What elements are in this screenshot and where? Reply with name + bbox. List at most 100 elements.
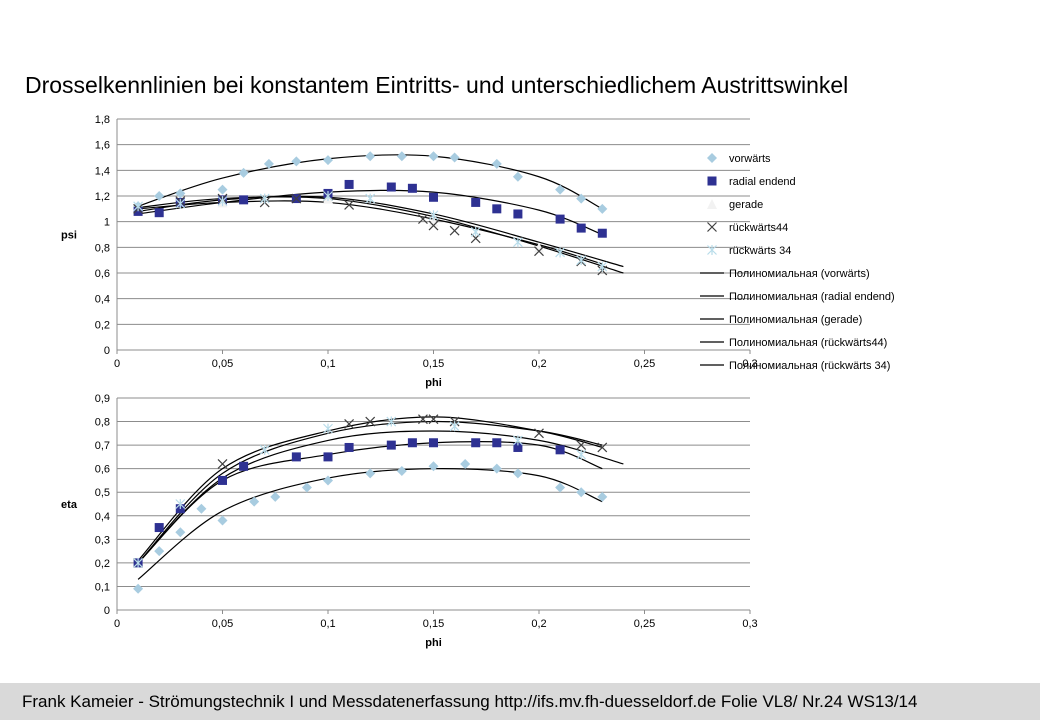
footer-bar: Frank Kameier - Strömungstechnik I und M… (0, 683, 1040, 720)
psi-y-tick-label: 1,4 (95, 165, 110, 177)
eta-point-s2 (576, 440, 587, 451)
eta-trendline-6 (137, 430, 624, 564)
legend-label-6: Полиномиальная (radial endend) (729, 291, 895, 303)
psi-point-s0 (175, 188, 186, 199)
psi-x-tick-label: 0,25 (634, 358, 655, 370)
psi-point-s0 (512, 171, 523, 182)
psi-point-s0 (217, 184, 228, 195)
eta-point-s3 (512, 435, 523, 446)
psi-y-tick-label: 0,6 (95, 268, 110, 280)
eta-point-s3 (175, 499, 186, 509)
psi-point-s1 (239, 195, 249, 205)
legend-label-3: rückwärts44 (729, 222, 788, 234)
psi-y-tick-label: 0 (104, 345, 110, 357)
psi-point-s3 (428, 220, 439, 231)
psi-point-s4 (428, 210, 439, 221)
psi-point-s2 (534, 242, 544, 253)
eta-point-s1 (386, 440, 396, 450)
psi-point-s4 (323, 191, 333, 201)
eta-point-s0 (597, 491, 608, 502)
psi-point-s1 (513, 209, 523, 219)
psi-point-s1 (471, 197, 481, 207)
legend-marker-4 (707, 245, 717, 255)
psi-point-s4 (175, 198, 186, 209)
psi-trendline-7 (138, 195, 624, 268)
psi-point-s1 (386, 182, 396, 192)
psi-y-tick-label: 1,8 (95, 114, 110, 126)
eta-point-s0 (512, 468, 523, 479)
psi-y-tick-label: 0,8 (95, 242, 110, 254)
psi-point-s3 (534, 246, 544, 257)
eta-point-s2 (534, 428, 544, 439)
legend-marker-2 (707, 199, 717, 209)
eta-point-s1 (407, 438, 417, 448)
eta-point-s2 (428, 414, 439, 425)
psi-point-s1 (576, 223, 586, 233)
eta-point-s0 (323, 475, 333, 486)
eta-y-tick-label: 0,8 (95, 417, 110, 429)
eta-point-s1 (239, 461, 249, 471)
eta-point-s3 (386, 416, 397, 427)
eta-chart: 0 0,1 0,2 0,3 0,4 0,5 0,6 0,7 0,8 0,9 0 0,05 0,1 0,15… (61, 393, 758, 649)
psi-point-s4 (512, 237, 523, 248)
psi-point-s1 (492, 204, 502, 214)
psi-x-tick-label: 0,15 (423, 358, 444, 370)
psi-point-s4 (259, 193, 270, 204)
eta-point-s1 (513, 442, 523, 452)
eta-point-s0 (133, 583, 144, 594)
eta-x-tick-label: 0 (114, 618, 120, 630)
eta-x-tick-label: 0,1 (320, 618, 335, 630)
psi-point-s4 (555, 247, 566, 258)
eta-x-tick-label: 0,2 (531, 618, 546, 630)
psi-point-s0 (154, 191, 165, 201)
psi-point-s0 (555, 184, 566, 195)
eta-point-s1 (471, 438, 481, 448)
eta-point-s1 (291, 452, 301, 462)
charts-canvas: 0 0,2 0,4 0,6 0,8 1 1,2 1,4 1,6 1,8 0 0,05 0,1 0,15 0,… (61, 114, 895, 649)
eta-y-tick-label: 0,5 (95, 487, 110, 499)
eta-point-s1 (323, 452, 333, 462)
psi-point-s4 (365, 193, 376, 204)
eta-point-s2 (217, 459, 228, 469)
psi-point-s1 (407, 183, 417, 193)
psi-point-s1 (344, 179, 354, 189)
eta-y-tick-label: 0,6 (95, 464, 110, 476)
eta-point-s1 (154, 523, 164, 533)
psi-chart-legend: vorwärts radial endend gerade rückwärts44 rü… (700, 153, 895, 372)
eta-point-s0 (555, 482, 566, 493)
psi-x-tick-label: 0,1 (320, 358, 335, 370)
psi-point-s1 (555, 214, 565, 224)
psi-point-s1 (133, 206, 143, 216)
psi-point-s0 (291, 156, 302, 167)
legend-label-7: Полиномиальная (gerade) (729, 314, 862, 326)
psi-x-tick-label: 0 (114, 358, 120, 370)
psi-point-s0 (323, 155, 333, 166)
psi-y-tick-label: 0,2 (95, 319, 110, 331)
legend-label-0: vorwärts (729, 153, 771, 165)
psi-point-s0 (396, 151, 407, 162)
eta-point-s3 (449, 421, 460, 432)
eta-point-s0 (249, 496, 260, 507)
psi-point-s4 (133, 201, 144, 212)
eta-point-s1 (492, 438, 502, 448)
eta-point-s0 (217, 515, 228, 526)
psi-point-s0 (576, 193, 587, 204)
eta-point-s3 (133, 557, 144, 568)
psi-chart: 0 0,2 0,4 0,6 0,8 1 1,2 1,4 1,6 1,8 0 0,05 0,1 0,15 0,… (61, 114, 758, 389)
psi-point-s4 (597, 261, 608, 272)
psi-point-s1 (154, 208, 164, 218)
eta-y-tick-label: 0,3 (95, 534, 110, 546)
psi-point-s4 (470, 226, 481, 237)
psi-point-s4 (217, 196, 228, 207)
eta-x-tick-label: 0,15 (423, 618, 444, 630)
eta-point-s0 (365, 468, 376, 479)
psi-y-axis-label: psi (61, 230, 77, 242)
psi-point-s0 (238, 167, 249, 178)
psi-y-tick-label: 1,6 (95, 140, 110, 152)
eta-trendline-5 (137, 441, 603, 564)
eta-point-s1 (555, 445, 565, 455)
psi-x-tick-label: 0,05 (212, 358, 233, 370)
eta-point-s0 (175, 527, 186, 538)
eta-point-s3 (259, 444, 270, 455)
legend-marker-0 (707, 153, 717, 163)
